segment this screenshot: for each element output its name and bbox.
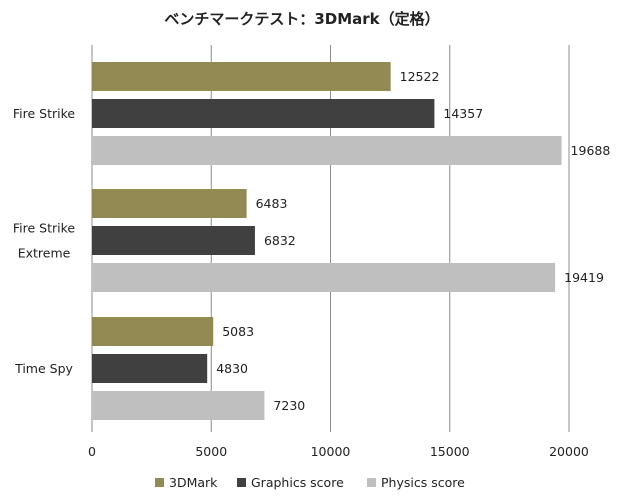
bar	[92, 99, 435, 128]
bar	[92, 136, 562, 165]
x-tick-label: 20000	[549, 444, 589, 459]
data-label: 5083	[222, 324, 254, 339]
bar	[92, 263, 556, 292]
legend-swatch	[155, 478, 164, 487]
legend-swatch	[237, 478, 246, 487]
category-labels: Fire Strike Fire Strike Extreme Time Spy	[13, 106, 76, 376]
category-label: Fire Strike	[13, 106, 76, 121]
x-tick-label: 15000	[430, 444, 470, 459]
legend-label: 3DMark	[169, 475, 218, 490]
bar	[92, 62, 391, 91]
data-label: 12522	[400, 69, 440, 84]
data-label: 6832	[264, 233, 296, 248]
bar	[92, 354, 208, 383]
data-label: 7230	[273, 398, 305, 413]
legend-label: Graphics score	[251, 475, 344, 490]
category-label: Time Spy	[14, 361, 73, 376]
data-label: 19419	[564, 270, 604, 285]
data-label: 14357	[443, 106, 483, 121]
legend-label: Physics score	[381, 475, 465, 490]
data-label: 4830	[216, 361, 248, 376]
x-axis-ticks: 0 5000 10000 15000 20000	[88, 444, 589, 459]
x-tick-label: 10000	[311, 444, 351, 459]
bars: 12522 14357 19688 6483 6832 19419 5083 4830 7230	[92, 62, 610, 420]
data-label: 6483	[256, 196, 288, 211]
bar	[92, 226, 255, 255]
bar	[92, 317, 214, 346]
legend: 3DMark Graphics score Physics score	[155, 475, 465, 490]
bar	[92, 391, 265, 420]
bar	[92, 189, 247, 218]
x-tick-label: 5000	[195, 444, 227, 459]
legend-swatch	[367, 478, 376, 487]
x-tick-label: 0	[88, 444, 96, 459]
data-label: 19688	[571, 143, 611, 158]
category-label: Fire Strike Extreme	[13, 221, 76, 261]
chart-title: ベンチマークテスト：3DMark（定格）	[164, 10, 439, 28]
